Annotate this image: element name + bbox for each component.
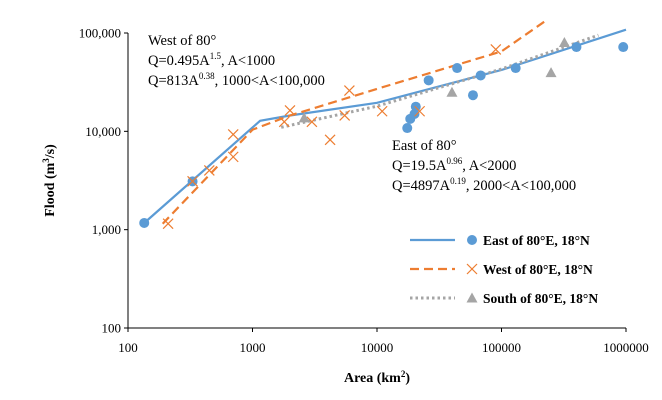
y-tick-label: 1,000: [92, 222, 121, 237]
equation-line: Q=4897A0.19, 2000<A<100,000: [392, 176, 576, 194]
legend-entry-south: South of 80°E, 18°N: [410, 291, 598, 306]
equation-annotation-east: East of 80° Q=19.5A0.96, A<2000 Q=4897A0.1…: [392, 138, 576, 194]
legend-entry-west: West of 80°E, 18°N: [410, 262, 593, 277]
data-markers: [139, 37, 628, 229]
data-point-south: [446, 87, 457, 97]
legend-marker-swatch: [467, 235, 477, 245]
x-tick-label: 100: [118, 340, 138, 355]
equation-line: Q=813A0.38, 1000<A<100,000: [148, 71, 325, 89]
legend-label: West of 80°E, 18°N: [483, 262, 593, 277]
fit-line-south: [281, 35, 598, 127]
legend: East of 80°E, 18°N West of 80°E, 18°N Sout…: [410, 233, 598, 306]
x-axis-title: Area (km2): [344, 369, 410, 386]
data-point-west: [228, 129, 238, 139]
y-axis-title: Flood (m3/s): [41, 144, 58, 217]
x-tick-label: 1000: [240, 340, 266, 355]
legend-marker-swatch: [467, 293, 478, 303]
axes: 100 1,000 10,000 100,000 100 1000 10000 100000 1…: [41, 26, 649, 387]
data-point-west: [285, 105, 295, 115]
annotations: West of 80° Q=0.495A1.5, A<1000 Q=813A0.38…: [148, 33, 576, 194]
data-point-east: [468, 90, 478, 100]
data-point-east: [618, 42, 628, 52]
data-point-west: [377, 106, 387, 116]
equation-line: Q=0.495A1.5, A<1000: [148, 51, 275, 69]
data-point-west: [325, 135, 335, 145]
y-tick-label: 10,000: [85, 124, 121, 139]
data-point-east: [476, 70, 486, 80]
legend-label: East of 80°E, 18°N: [483, 233, 590, 248]
x-tick-label: 100000: [482, 340, 521, 355]
data-point-west: [344, 86, 354, 96]
equation-line: Q=19.5A0.96, A<2000: [392, 156, 516, 174]
data-point-east: [571, 42, 581, 52]
data-point-west: [163, 219, 173, 229]
annotation-title: West of 80°: [148, 33, 216, 49]
data-point-south: [546, 67, 557, 77]
data-point-east: [452, 63, 462, 73]
data-point-west: [228, 152, 238, 162]
y-tick-label: 100,000: [79, 26, 121, 41]
data-point-east: [511, 63, 521, 73]
data-point-east: [402, 123, 412, 133]
data-point-west: [279, 117, 289, 127]
x-tick-label: 10000: [361, 340, 394, 355]
legend-entry-east: East of 80°E, 18°N: [410, 233, 590, 248]
annotation-title: East of 80°: [392, 138, 457, 154]
x-tick-label: 1000000: [603, 340, 649, 355]
equation-annotation-west: West of 80° Q=0.495A1.5, A<1000 Q=813A0.38…: [148, 33, 325, 89]
legend-marker-swatch: [467, 264, 477, 274]
data-point-south: [559, 37, 570, 47]
legend-label: South of 80°E, 18°N: [483, 291, 598, 306]
y-tick-label: 100: [102, 321, 122, 336]
data-point-east: [424, 75, 434, 85]
data-point-east: [139, 218, 149, 228]
